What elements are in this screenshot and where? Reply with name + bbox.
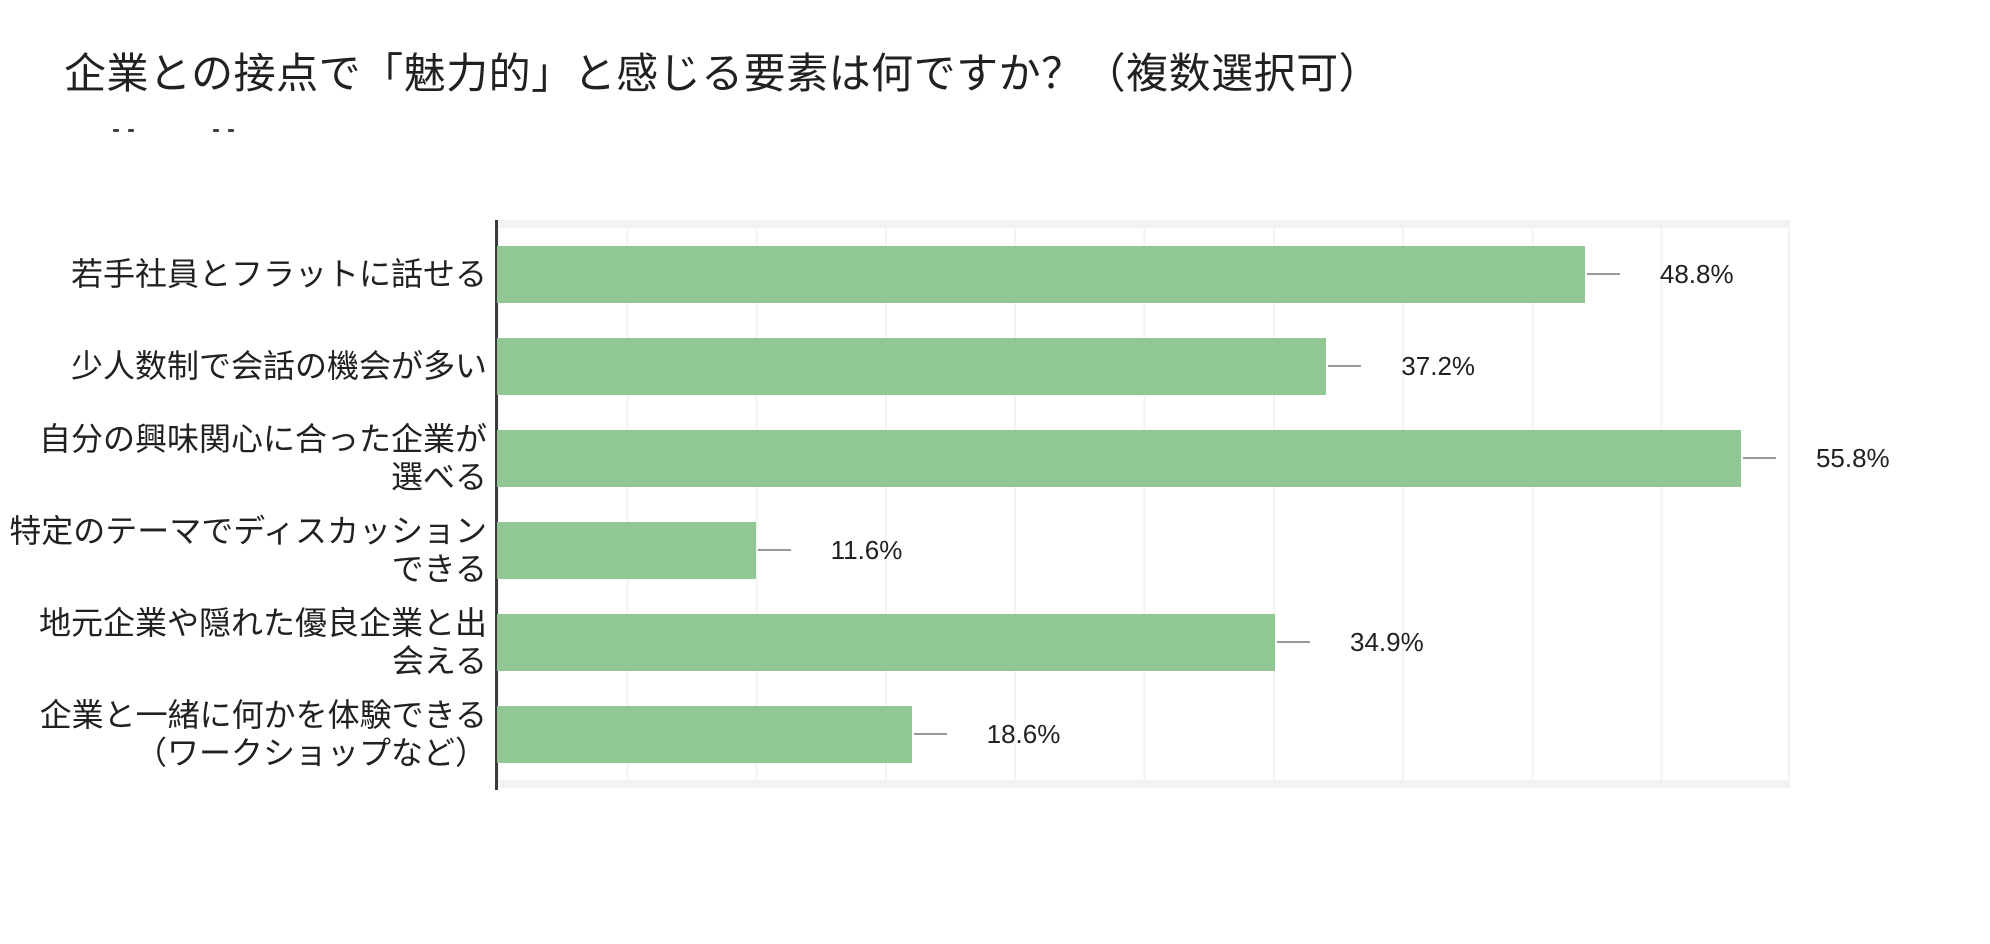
bar-track: 18.6% [497,688,1990,780]
category-label: 自分の興味関心に合った企業が 選べる [38,421,487,495]
bar-row: 特定のテーマでディスカッション できる 11.6% [0,504,1990,596]
bar-track: 37.2% [497,320,1990,412]
bar[interactable] [497,521,756,579]
value-label: 11.6% [830,534,903,565]
bar-track: 55.8% [497,412,1990,504]
value-label: 18.6% [986,718,1061,749]
clipped-character-mark [228,129,234,132]
bar-row: 若手社員とフラットに話せる 48.8% [0,228,1990,320]
value-label: 34.9% [1350,626,1424,657]
x-axis-baseline [497,780,1790,788]
bar[interactable] [497,613,1276,671]
clipped-character-mark [213,129,219,132]
bar[interactable] [497,429,1741,487]
leader-line [1742,457,1776,459]
clipped-subtitle-fragment [0,129,300,135]
category-label: 地元企業や隠れた優良企業と出 会える [38,605,487,679]
plot-gridlines [497,228,1790,780]
leader-line [1586,273,1620,275]
leader-line [757,549,791,551]
chart-title: 企業との接点で「魅力的」と感じる要素は何ですか？（複数選択可） [64,50,1382,97]
category-label: 特定のテーマでディスカッション できる [9,513,487,587]
bar[interactable] [497,245,1585,303]
bar-row: 少人数制で会話の機会が多い 37.2% [0,320,1990,412]
bar-track: 11.6% [497,504,1990,596]
category-label: 少人数制で会話の機会が多い [70,348,487,384]
bar-row: 企業と一緒に何かを体験できる （ワークショップなど） 18.6% [0,688,1990,780]
bar-track: 34.9% [497,596,1990,688]
category-label: 企業と一緒に何かを体験できる （ワークショップなど） [39,697,487,771]
leader-line [1328,365,1362,367]
plot-top-edge [497,220,1790,228]
leader-line [913,733,947,735]
bar-track: 48.8% [497,228,1990,320]
leader-line [1277,641,1311,643]
clipped-character-mark [128,129,134,132]
bar-chart: 若手社員とフラットに話せる 48.8% 少人数制で会話の機会が多い 37.2% … [0,228,1990,780]
y-axis-line [495,220,498,790]
value-label: 48.8% [1659,258,1734,289]
bar-row: 自分の興味関心に合った企業が 選べる 55.8% [0,412,1990,504]
bar-row: 地元企業や隠れた優良企業と出 会える 34.9% [0,596,1990,688]
value-label: 55.8% [1815,442,1890,473]
category-label: 若手社員とフラットに話せる [70,256,487,292]
bar[interactable] [497,337,1327,395]
bar[interactable] [497,705,912,763]
value-label: 37.2% [1401,350,1476,381]
clipped-character-mark [113,129,119,132]
